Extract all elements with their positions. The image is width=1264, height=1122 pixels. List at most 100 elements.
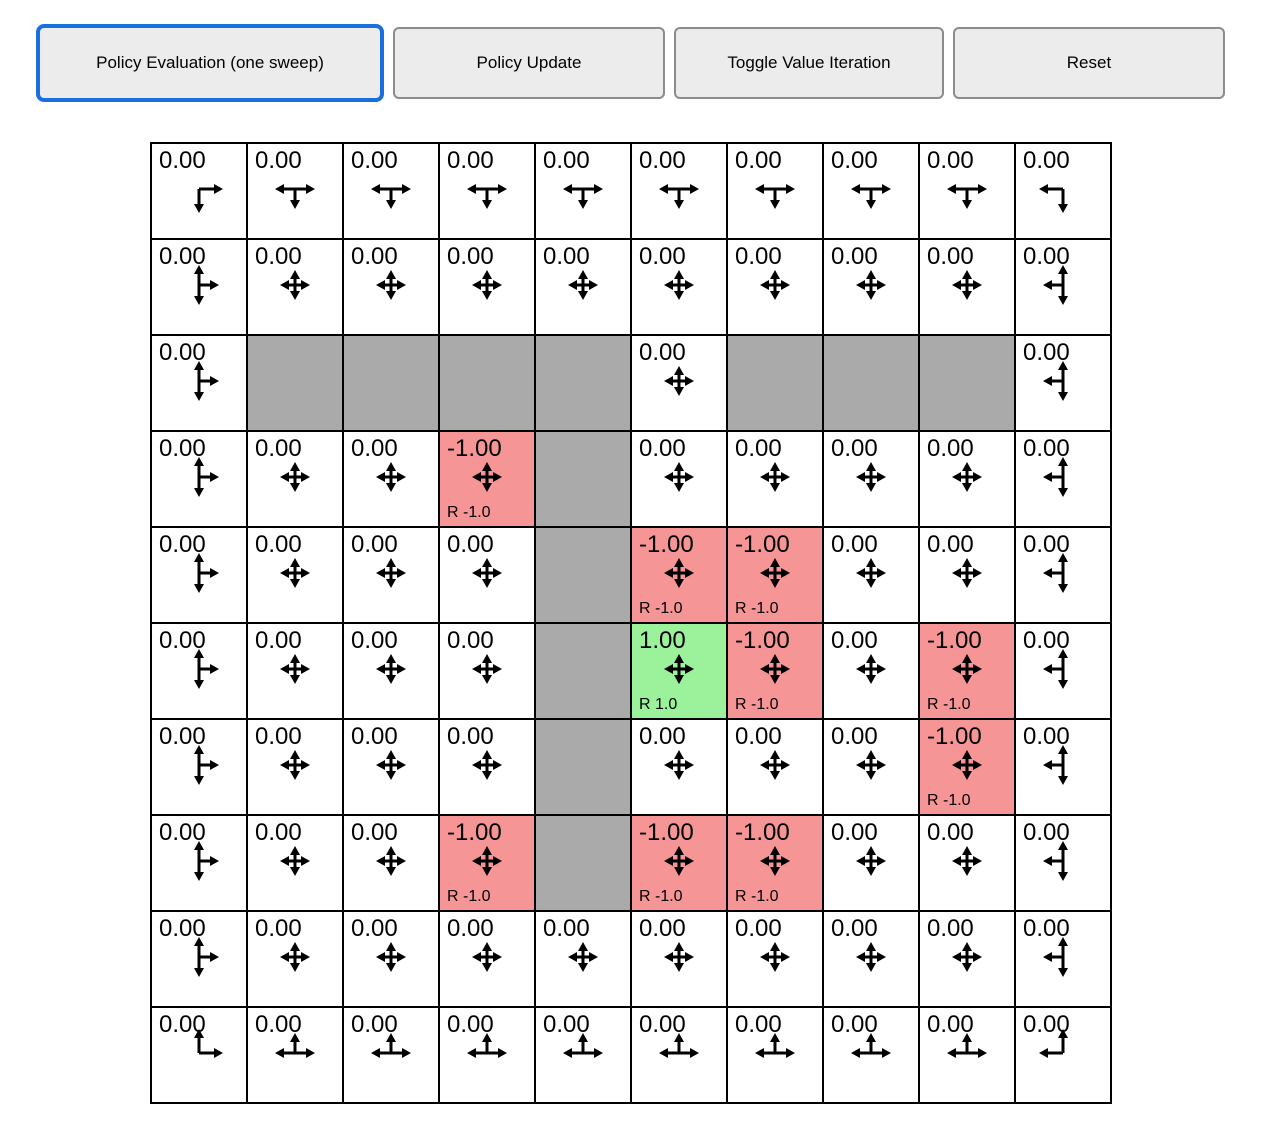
grid-cell[interactable]: -1.00 R -1.0 <box>919 623 1015 719</box>
grid-cell[interactable]: -1.00 R -1.0 <box>631 527 727 623</box>
grid-cell[interactable]: 0.00 <box>919 1007 1015 1103</box>
grid-cell[interactable]: 0.00 <box>1015 1007 1111 1103</box>
grid-cell[interactable]: 0.00 <box>247 911 343 1007</box>
grid-cell[interactable]: 0.00 <box>823 143 919 239</box>
grid-cell[interactable]: 0.00 <box>151 239 247 335</box>
grid-cell[interactable]: -1.00 R -1.0 <box>919 719 1015 815</box>
grid-cell[interactable]: 0.00 <box>919 143 1015 239</box>
button-toggle-value-iteration[interactable]: Toggle Value Iteration <box>674 27 944 99</box>
grid-cell[interactable]: 0.00 <box>1015 143 1111 239</box>
grid-cell[interactable]: 0.00 <box>439 623 535 719</box>
grid-cell[interactable]: 0.00 <box>1015 911 1111 1007</box>
grid-cell[interactable]: 0.00 <box>1015 239 1111 335</box>
grid-cell[interactable]: 0.00 <box>343 623 439 719</box>
grid-wall-cell[interactable] <box>823 335 919 431</box>
grid-cell[interactable]: 0.00 <box>1015 623 1111 719</box>
grid-cell[interactable]: 0.00 <box>535 239 631 335</box>
grid-cell[interactable]: -1.00 R -1.0 <box>727 623 823 719</box>
grid-cell[interactable]: 0.00 <box>919 431 1015 527</box>
grid-cell[interactable]: 0.00 <box>343 239 439 335</box>
grid-cell[interactable]: 0.00 <box>439 527 535 623</box>
grid-cell[interactable]: 0.00 <box>631 431 727 527</box>
grid-cell[interactable]: 0.00 <box>823 719 919 815</box>
grid-cell[interactable]: 1.00 R 1.0 <box>631 623 727 719</box>
grid-cell[interactable]: 0.00 <box>247 527 343 623</box>
grid-cell[interactable]: 0.00 <box>151 527 247 623</box>
grid-cell[interactable]: 0.00 <box>343 1007 439 1103</box>
grid-cell[interactable]: 0.00 <box>919 815 1015 911</box>
grid-cell[interactable]: 0.00 <box>727 431 823 527</box>
grid-cell[interactable]: 0.00 <box>631 335 727 431</box>
button-policy-evaluation-one-sweep[interactable]: Policy Evaluation (one sweep) <box>36 24 384 102</box>
grid-cell[interactable]: 0.00 <box>343 431 439 527</box>
grid-cell[interactable]: 0.00 <box>439 143 535 239</box>
grid-wall-cell[interactable] <box>439 335 535 431</box>
grid-cell[interactable]: 0.00 <box>247 815 343 911</box>
grid-cell[interactable]: 0.00 <box>535 911 631 1007</box>
grid-cell[interactable]: 0.00 <box>1015 815 1111 911</box>
grid-cell[interactable]: 0.00 <box>1015 431 1111 527</box>
grid-cell[interactable]: 0.00 <box>823 239 919 335</box>
grid-cell[interactable]: 0.00 <box>823 1007 919 1103</box>
grid-wall-cell[interactable] <box>535 527 631 623</box>
grid-cell[interactable]: 0.00 <box>343 815 439 911</box>
grid-cell[interactable]: 0.00 <box>919 239 1015 335</box>
button-policy-update[interactable]: Policy Update <box>393 27 665 99</box>
grid-cell[interactable]: 0.00 <box>1015 527 1111 623</box>
grid-cell[interactable]: 0.00 <box>631 911 727 1007</box>
grid-cell[interactable]: 0.00 <box>823 815 919 911</box>
grid-cell[interactable]: 0.00 <box>439 719 535 815</box>
grid-cell[interactable]: 0.00 <box>439 1007 535 1103</box>
grid-cell[interactable]: 0.00 <box>919 911 1015 1007</box>
grid-cell[interactable]: 0.00 <box>535 143 631 239</box>
grid-cell[interactable]: 0.00 <box>727 239 823 335</box>
grid-cell[interactable]: -1.00 R -1.0 <box>727 815 823 911</box>
grid-cell[interactable]: 0.00 <box>151 815 247 911</box>
grid-cell[interactable]: 0.00 <box>631 143 727 239</box>
grid-cell[interactable]: 0.00 <box>1015 335 1111 431</box>
grid-cell[interactable]: 0.00 <box>823 623 919 719</box>
grid-wall-cell[interactable] <box>727 335 823 431</box>
grid-cell[interactable]: 0.00 <box>151 911 247 1007</box>
grid-cell[interactable]: 0.00 <box>823 911 919 1007</box>
grid-cell[interactable]: 0.00 <box>151 1007 247 1103</box>
grid-wall-cell[interactable] <box>247 335 343 431</box>
grid-cell[interactable]: 0.00 <box>631 1007 727 1103</box>
button-reset[interactable]: Reset <box>953 27 1225 99</box>
grid-cell[interactable]: 0.00 <box>727 911 823 1007</box>
grid-cell[interactable]: 0.00 <box>727 1007 823 1103</box>
grid-cell[interactable]: 0.00 <box>151 143 247 239</box>
grid-cell[interactable]: 0.00 <box>343 911 439 1007</box>
grid-cell[interactable]: 0.00 <box>247 431 343 527</box>
grid-cell[interactable]: 0.00 <box>247 719 343 815</box>
grid-wall-cell[interactable] <box>919 335 1015 431</box>
grid-cell[interactable]: 0.00 <box>343 527 439 623</box>
grid-cell[interactable]: 0.00 <box>631 239 727 335</box>
grid-wall-cell[interactable] <box>535 431 631 527</box>
grid-cell[interactable]: 0.00 <box>343 719 439 815</box>
grid-cell[interactable]: 0.00 <box>247 1007 343 1103</box>
grid-wall-cell[interactable] <box>535 719 631 815</box>
grid-wall-cell[interactable] <box>535 815 631 911</box>
grid-wall-cell[interactable] <box>535 335 631 431</box>
grid-cell[interactable]: 0.00 <box>919 527 1015 623</box>
grid-cell[interactable]: 0.00 <box>439 911 535 1007</box>
grid-wall-cell[interactable] <box>535 623 631 719</box>
grid-cell[interactable]: 0.00 <box>343 143 439 239</box>
grid-cell[interactable]: 0.00 <box>631 719 727 815</box>
grid-cell[interactable]: 0.00 <box>535 1007 631 1103</box>
grid-cell[interactable]: 0.00 <box>727 143 823 239</box>
grid-cell[interactable]: 0.00 <box>727 719 823 815</box>
grid-cell[interactable]: 0.00 <box>247 623 343 719</box>
grid-wall-cell[interactable] <box>343 335 439 431</box>
grid-cell[interactable]: -1.00 R -1.0 <box>439 815 535 911</box>
grid-cell[interactable]: -1.00 R -1.0 <box>631 815 727 911</box>
grid-cell[interactable]: 0.00 <box>1015 719 1111 815</box>
grid-cell[interactable]: 0.00 <box>151 335 247 431</box>
grid-cell[interactable]: 0.00 <box>247 143 343 239</box>
grid-cell[interactable]: -1.00 R -1.0 <box>439 431 535 527</box>
grid-cell[interactable]: 0.00 <box>247 239 343 335</box>
grid-cell[interactable]: 0.00 <box>151 623 247 719</box>
grid-cell[interactable]: -1.00 R -1.0 <box>727 527 823 623</box>
grid-cell[interactable]: 0.00 <box>823 431 919 527</box>
